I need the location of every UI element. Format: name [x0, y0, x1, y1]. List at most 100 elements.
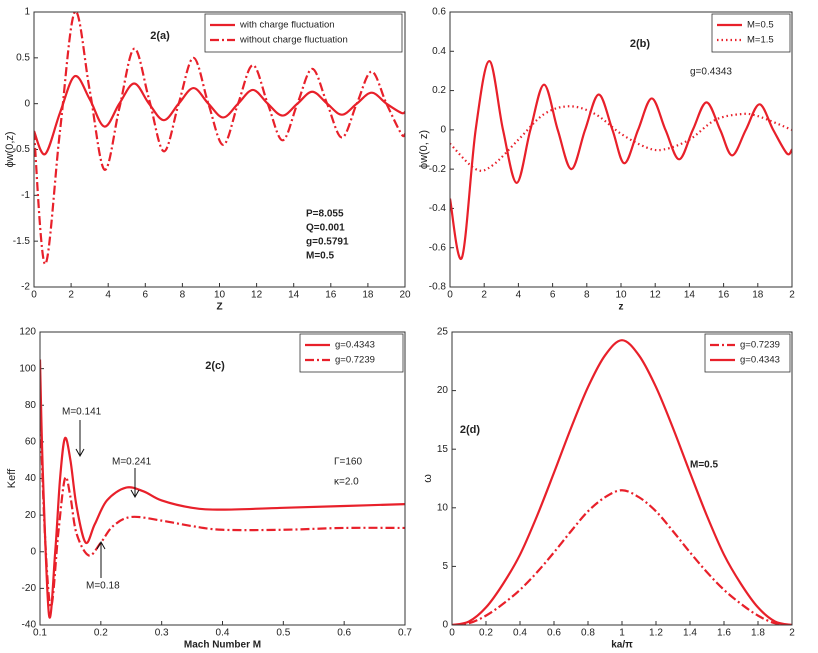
plot-area — [452, 339, 792, 625]
x-tick-label: 16 — [325, 290, 337, 301]
legend-label: g=0.4343 — [335, 340, 375, 351]
y-tick-label: -2 — [21, 282, 30, 293]
y-tick-label: 10 — [437, 502, 449, 513]
y-tick-label: 0 — [442, 620, 448, 631]
x-tick-label: 1.6 — [717, 628, 731, 639]
panel-title: 2(b) — [630, 38, 651, 50]
x-tick-label: 18 — [362, 290, 374, 301]
y-tick-label: -20 — [22, 583, 37, 594]
x-tick-label: 0.2 — [94, 628, 108, 639]
x-tick-label: 0.1 — [33, 628, 47, 639]
x-tick-label: 0 — [31, 290, 37, 301]
y-tick-label: 0.6 — [432, 7, 446, 18]
y-tick-label: -1.5 — [13, 236, 31, 247]
legend-label: M=0.5 — [747, 20, 774, 31]
y-tick-label: 40 — [25, 473, 37, 484]
annotation: M=0.18 — [86, 581, 120, 592]
annotation: g=0.5791 — [306, 237, 349, 248]
series-line — [452, 489, 792, 625]
legend-label: g=0.4343 — [740, 355, 780, 366]
arrow-head — [75, 448, 85, 458]
y-tick-label: -0.8 — [429, 282, 447, 293]
annotation: κ=2.0 — [334, 477, 359, 488]
legend-label: with charge fluctuation — [239, 20, 335, 31]
legend-label: g=0.7239 — [335, 355, 375, 366]
y-tick-label: 0.5 — [16, 52, 30, 63]
panel-title: 2(d) — [460, 424, 481, 436]
annotation: Q=0.001 — [306, 223, 345, 234]
x-tick-label: 18 — [752, 290, 764, 301]
annotation: M=0.241 — [112, 457, 152, 468]
x-tick-label: 0 — [447, 290, 453, 301]
y-axis-label: ϕw(0,z) — [4, 131, 16, 167]
series-line — [450, 60, 792, 261]
y-tick-label: 80 — [25, 400, 37, 411]
x-tick-label: 1.2 — [649, 628, 663, 639]
x-tick-label: 16 — [718, 290, 730, 301]
y-tick-label: 100 — [19, 363, 36, 374]
series-line — [450, 105, 792, 172]
legend-label: without charge fluctuation — [239, 35, 348, 46]
plot-area — [450, 60, 792, 261]
annotation: P=8.055 — [306, 209, 344, 220]
arrow-head — [96, 540, 106, 550]
y-tick-label: 1 — [24, 7, 30, 18]
annotation: M=0.5 — [690, 460, 719, 471]
y-tick-label: 0 — [24, 98, 30, 109]
panel-title: 2(a) — [150, 30, 170, 42]
x-tick-label: 2 — [481, 290, 487, 301]
y-tick-label: -0.4 — [429, 203, 447, 214]
x-tick-label: 20 — [399, 290, 411, 301]
y-tick-label: 120 — [19, 327, 36, 338]
x-tick-label: 2 — [789, 290, 795, 301]
y-tick-label: -40 — [22, 620, 37, 631]
x-tick-label: 1.4 — [683, 628, 697, 639]
series-line — [452, 339, 792, 625]
y-tick-label: 0.4 — [432, 46, 446, 57]
x-tick-label: 8 — [584, 290, 590, 301]
x-tick-label: 1 — [619, 628, 625, 639]
x-axis-label: Mach Number M — [184, 640, 261, 651]
plot-frame — [451, 331, 793, 626]
x-tick-label: 1.8 — [751, 628, 765, 639]
legend-box — [299, 333, 404, 373]
x-tick-label: 0.4 — [216, 628, 230, 639]
plot-area — [40, 359, 405, 619]
y-axis-label: Keff — [6, 468, 18, 488]
y-axis-label: ϕw(0, z) — [418, 130, 430, 169]
x-tick-label: 0.6 — [547, 628, 561, 639]
x-tick-label: 0.5 — [276, 628, 290, 639]
y-tick-label: 60 — [25, 437, 37, 448]
panel-title: 2(c) — [205, 360, 225, 372]
x-axis-label: z — [619, 302, 624, 313]
x-tick-label: 2 — [789, 628, 795, 639]
legend-box — [711, 13, 791, 53]
y-tick-label: -0.2 — [429, 164, 447, 175]
annotation: M=0.5 — [306, 251, 335, 262]
y-tick-label: 0 — [30, 546, 36, 557]
x-tick-label: 0.7 — [398, 628, 412, 639]
plot-area — [34, 12, 405, 266]
y-tick-label: 20 — [25, 510, 37, 521]
y-tick-label: 0.2 — [432, 85, 446, 96]
x-tick-label: 4 — [105, 290, 111, 301]
x-tick-label: 4 — [516, 290, 522, 301]
x-tick-label: 0.3 — [155, 628, 169, 639]
series-line — [34, 75, 405, 156]
annotation: Γ=160 — [334, 457, 362, 468]
x-tick-label: 10 — [615, 290, 627, 301]
plot-frame — [33, 11, 406, 288]
x-tick-label: 10 — [214, 290, 226, 301]
y-tick-label: 5 — [442, 561, 448, 572]
legend-box — [204, 13, 403, 53]
x-tick-label: 0.8 — [581, 628, 595, 639]
legend-label: M=1.5 — [747, 35, 774, 46]
x-tick-label: 0 — [449, 628, 455, 639]
annotation: g=0.4343 — [690, 67, 732, 78]
x-tick-label: 12 — [650, 290, 662, 301]
plot-frame — [449, 11, 793, 288]
y-tick-label: -0.5 — [13, 144, 31, 155]
x-tick-label: 14 — [288, 290, 300, 301]
plot-frame — [39, 331, 406, 626]
